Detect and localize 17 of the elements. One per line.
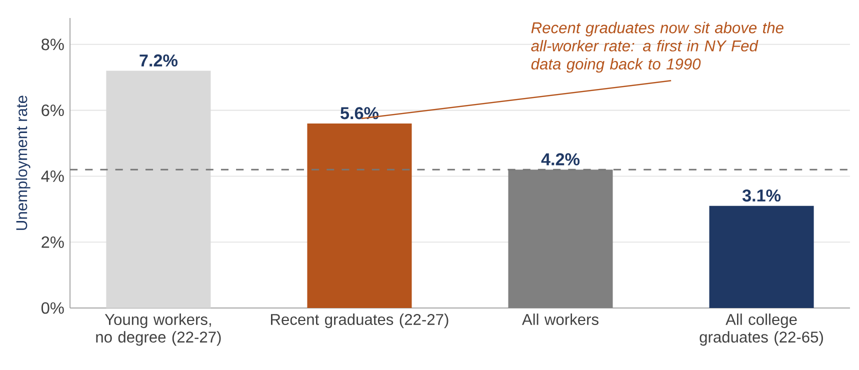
y-axis-title: Unemployment rate (16, 96, 30, 230)
data-label: 3.1% (742, 189, 781, 202)
x-tick-label: Young workers, no degree (22-27) (96, 314, 221, 346)
y-tick-label: 4% (41, 170, 64, 182)
y-tick-label: 6% (42, 104, 64, 116)
bar (307, 123, 412, 308)
x-tick-label: Recent graduates (22-27) (271, 314, 448, 328)
data-label: 5.6% (340, 107, 379, 120)
data-label: 4.2% (541, 153, 580, 166)
y-tick-label: 2% (42, 236, 64, 248)
annotation: Recent graduates now sit above the all-worker rate: a first in NY Fed data going back to 1990 (531, 22, 784, 73)
y-tick-label: 0% (41, 302, 64, 314)
data-label: 7.2% (140, 54, 178, 66)
bar (709, 206, 814, 308)
y-tick-label: 8% (42, 38, 64, 50)
x-tick-label: All college graduates (22-65) (700, 314, 823, 346)
x-tick-label: All workers (522, 314, 598, 326)
